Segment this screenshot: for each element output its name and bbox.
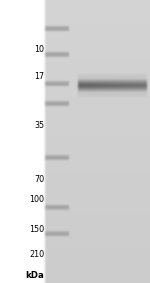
Text: 210: 210 <box>29 250 44 259</box>
Text: kDa: kDa <box>26 271 44 280</box>
Text: 17: 17 <box>34 72 44 81</box>
Text: 35: 35 <box>34 121 44 130</box>
Text: 100: 100 <box>29 195 44 204</box>
Text: 150: 150 <box>29 225 44 234</box>
Text: 70: 70 <box>34 175 44 184</box>
Text: 10: 10 <box>34 45 44 54</box>
